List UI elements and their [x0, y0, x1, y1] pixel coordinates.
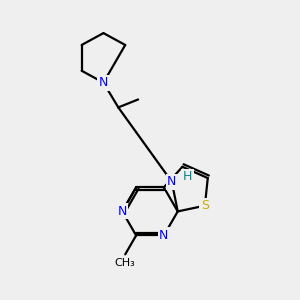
Text: N: N: [167, 175, 176, 188]
Text: N: N: [159, 229, 169, 242]
Text: N: N: [118, 205, 127, 218]
Text: N: N: [99, 76, 108, 89]
Text: CH₃: CH₃: [115, 258, 136, 268]
Text: S: S: [201, 199, 209, 212]
Text: H: H: [183, 170, 192, 183]
